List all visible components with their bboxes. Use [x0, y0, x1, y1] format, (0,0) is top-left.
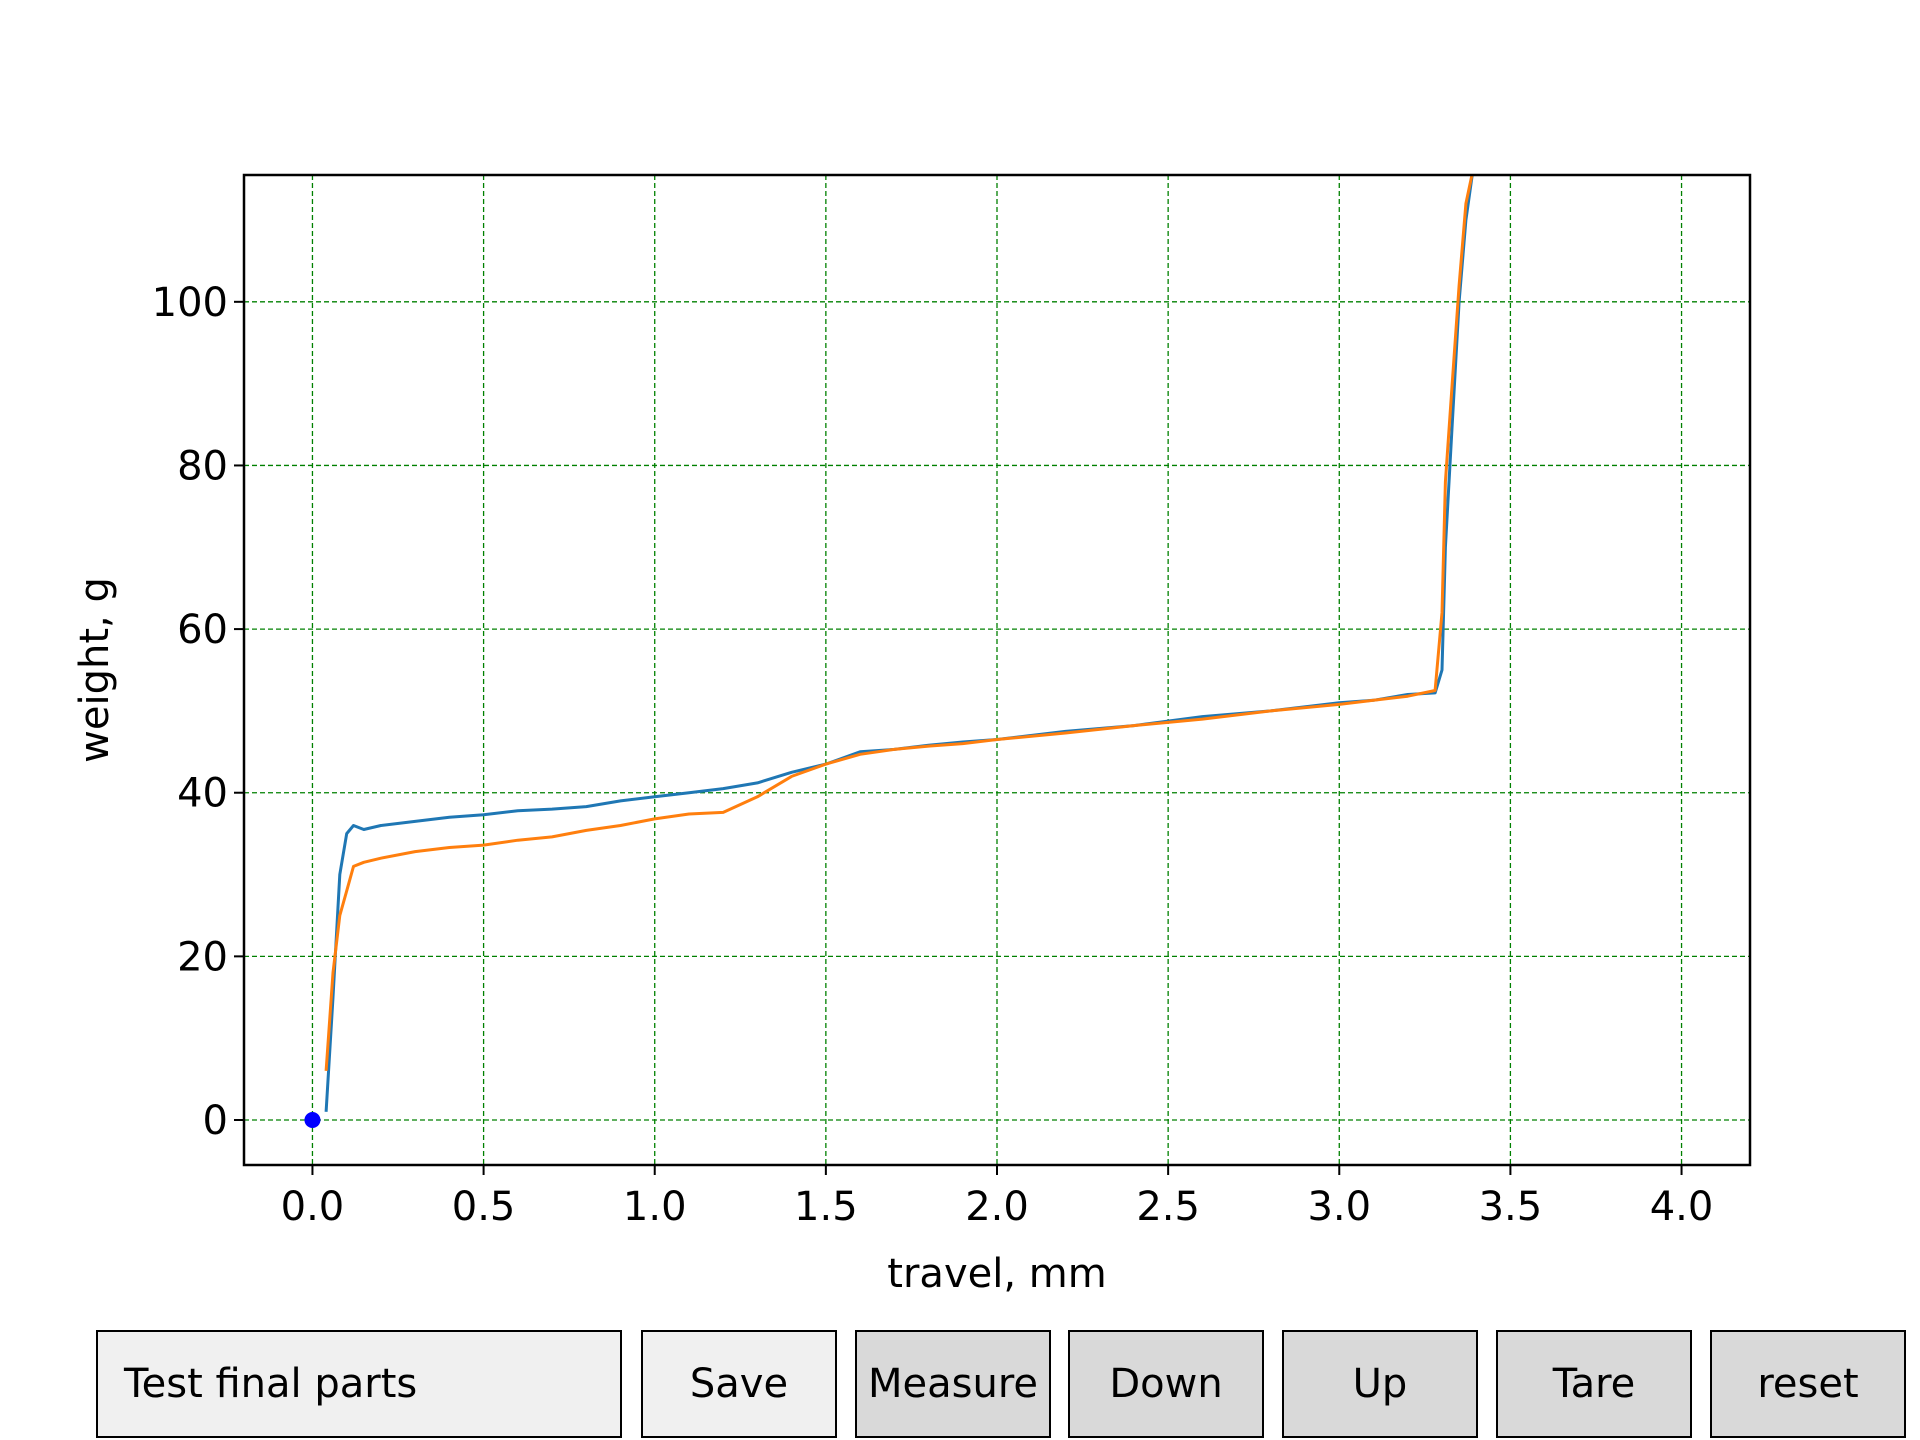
- y-tick-label: 40: [177, 771, 228, 817]
- y-tick-label: 60: [177, 607, 228, 653]
- origin-marker-point: [304, 1112, 321, 1128]
- y-tick-label: 0: [203, 1098, 228, 1144]
- x-tick-label: 4.0: [1650, 1184, 1714, 1230]
- x-tick-label: 2.5: [1136, 1184, 1200, 1230]
- up-button[interactable]: Up: [1282, 1330, 1478, 1438]
- x-tick-label: 0.5: [452, 1184, 516, 1230]
- series-line-1: [324, 175, 1474, 1112]
- chart-ticks: 0.0 0.5 1.0 1.5 2.0 2.5 3.0 3.5 4.0 0 20 40 60 80 100: [152, 280, 1714, 1230]
- y-tick-label: 100: [152, 280, 228, 326]
- x-tick-label: 1.5: [794, 1184, 858, 1230]
- reset-button[interactable]: reset: [1710, 1330, 1906, 1438]
- name-input[interactable]: Test final parts: [96, 1330, 622, 1438]
- chart-series: [304, 175, 1474, 1128]
- weight-vs-travel-chart: 0.0 0.5 1.0 1.5 2.0 2.5 3.0 3.5 4.0020406080100 …: [72, 173, 1752, 1297]
- y-tick-label: 80: [177, 443, 228, 489]
- y-tick-label: 20: [177, 934, 228, 980]
- x-tick-label: 1.0: [623, 1184, 687, 1230]
- y-axis-label: weight, g: [72, 577, 118, 763]
- x-tick-label: 3.0: [1307, 1184, 1371, 1230]
- x-tick-label: 2.0: [965, 1184, 1029, 1230]
- down-button[interactable]: Down: [1068, 1330, 1264, 1438]
- chart-grid: [244, 175, 1750, 1165]
- save-button[interactable]: Save: [641, 1330, 837, 1438]
- x-tick-label: 3.5: [1479, 1184, 1543, 1230]
- x-axis-label: travel, mm: [887, 1251, 1106, 1297]
- tare-button[interactable]: Tare: [1496, 1330, 1692, 1438]
- measure-button[interactable]: Measure: [855, 1330, 1051, 1438]
- x-tick-label: 0.0: [281, 1184, 345, 1230]
- series-line-2: [324, 175, 1474, 1072]
